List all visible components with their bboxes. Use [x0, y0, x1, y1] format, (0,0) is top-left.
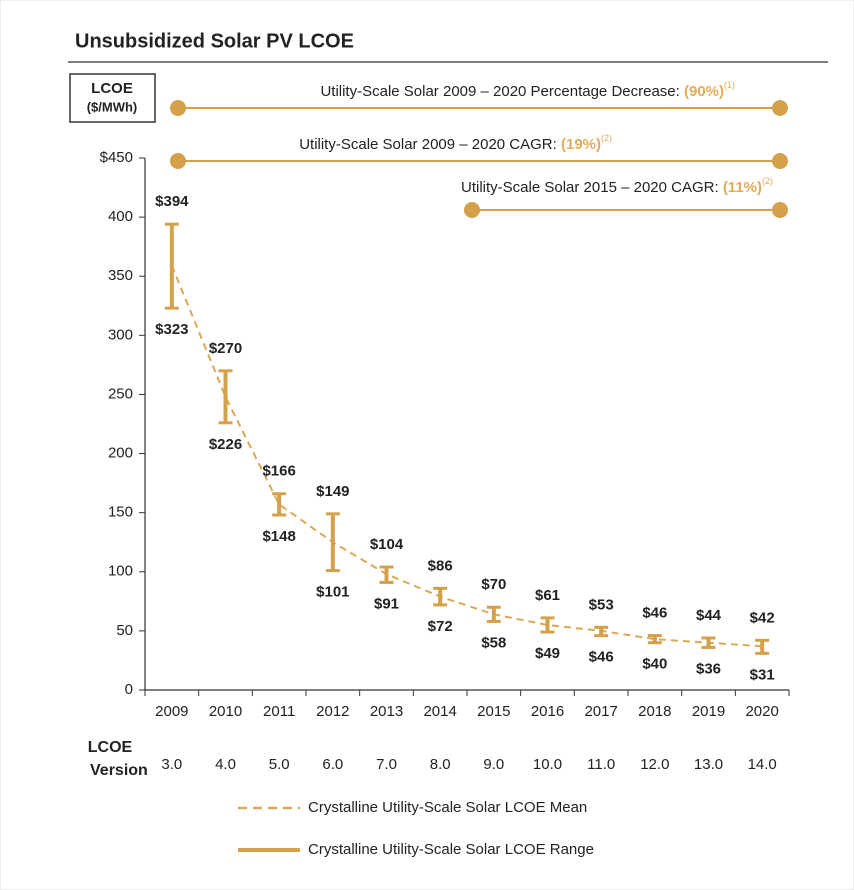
low-label: $91: [374, 595, 399, 612]
annotations: Utility-Scale Solar 2009 – 2020 Percenta…: [170, 80, 788, 218]
y-tick-label: 0: [125, 681, 133, 698]
annotation-dot: [772, 153, 788, 169]
annotation-text: Utility-Scale Solar 2015 – 2020 CAGR:: [461, 179, 723, 196]
low-label: $323: [155, 321, 188, 338]
version-label: Version: [90, 762, 148, 779]
high-label: $42: [750, 609, 775, 626]
low-label: $101: [316, 584, 349, 601]
low-label: $58: [481, 634, 506, 651]
annotation-dot: [772, 202, 788, 218]
high-label: $53: [589, 596, 614, 613]
version-value: 7.0: [376, 756, 397, 773]
high-label: $270: [209, 340, 242, 357]
annotation-note: (1): [724, 80, 735, 90]
annotation-highlight: (90%): [684, 83, 724, 100]
annotation-dot: [772, 100, 788, 116]
x-tick-label: 2020: [745, 703, 778, 720]
annotation-note: (2): [762, 176, 773, 186]
low-label: $40: [642, 656, 667, 673]
annotation-dot: [170, 100, 186, 116]
version-label: LCOE: [88, 739, 133, 756]
high-label: $70: [481, 576, 506, 593]
y-label-box: [69, 73, 156, 123]
annotation: Utility-Scale Solar 2009 – 2020 CAGR: (1…: [299, 133, 612, 153]
x-tick-label: 2013: [370, 703, 403, 720]
low-label: $72: [428, 618, 453, 635]
annotation-dot: [464, 202, 480, 218]
annotation-highlight: (19%): [561, 136, 601, 153]
y-tick-label: 250: [108, 385, 133, 402]
version-value: 12.0: [640, 756, 669, 773]
version-value: 11.0: [587, 756, 615, 773]
annotation-text: Utility-Scale Solar 2009 – 2020 CAGR:: [299, 136, 561, 153]
y-tick-label: $450: [100, 149, 133, 166]
y-tick-label: 100: [108, 563, 133, 580]
version-value: 3.0: [161, 756, 182, 773]
x-tick-label: 2017: [584, 703, 617, 720]
low-label: $46: [589, 649, 614, 666]
legend-label: Crystalline Utility-Scale Solar LCOE Mea…: [308, 799, 587, 816]
version-value: 13.0: [694, 756, 723, 773]
version-value: 9.0: [483, 756, 504, 773]
low-label: $148: [262, 528, 295, 545]
y-label: ($/MWh): [87, 99, 138, 114]
high-label: $44: [696, 607, 722, 624]
low-label: $49: [535, 645, 560, 662]
y-tick-label: 150: [108, 504, 133, 521]
x-tick-label: 2014: [423, 703, 456, 720]
y-tick-label: 400: [108, 208, 133, 225]
low-label: $226: [209, 436, 242, 453]
x-tick-label: 2016: [531, 703, 564, 720]
x-tick-label: 2011: [263, 703, 295, 720]
x-tick-label: 2019: [692, 703, 725, 720]
mean-line: [170, 265, 763, 648]
high-label: $394: [155, 193, 189, 210]
high-label: $104: [370, 536, 404, 553]
x-tick-label: 2010: [209, 703, 242, 720]
high-label: $61: [535, 587, 560, 604]
y-label: LCOE: [91, 80, 133, 97]
low-label: $36: [696, 660, 721, 677]
legend-label: Crystalline Utility-Scale Solar LCOE Ran…: [308, 841, 594, 858]
annotation-text: Utility-Scale Solar 2009 – 2020 Percenta…: [320, 83, 684, 100]
x-tick-label: 2015: [477, 703, 510, 720]
y-tick-label: 300: [108, 326, 133, 343]
annotation-dot: [170, 153, 186, 169]
version-value: 10.0: [533, 756, 562, 773]
annotation-note: (2): [601, 133, 612, 143]
version-value: 6.0: [322, 756, 343, 773]
low-label: $31: [750, 666, 775, 683]
high-label: $149: [316, 483, 349, 500]
version-value: 14.0: [748, 756, 777, 773]
chart-title: Unsubsidized Solar PV LCOE: [75, 30, 354, 52]
version-value: 5.0: [269, 756, 290, 773]
high-label: $46: [642, 605, 667, 622]
version-value: 4.0: [215, 756, 236, 773]
x-tick-label: 2009: [155, 703, 188, 720]
x-tick-label: 2012: [316, 703, 349, 720]
y-tick-label: 350: [108, 267, 133, 284]
high-label: $166: [262, 463, 295, 480]
y-tick-label: 200: [108, 445, 133, 462]
annotation: Utility-Scale Solar 2009 – 2020 Percenta…: [320, 80, 735, 100]
annotation-highlight: (11%): [723, 179, 762, 196]
high-label: $86: [428, 557, 453, 574]
version-value: 8.0: [430, 756, 451, 773]
annotation: Utility-Scale Solar 2015 – 2020 CAGR: (1…: [461, 176, 773, 196]
y-tick-label: 50: [116, 622, 133, 639]
x-tick-label: 2018: [638, 703, 671, 720]
